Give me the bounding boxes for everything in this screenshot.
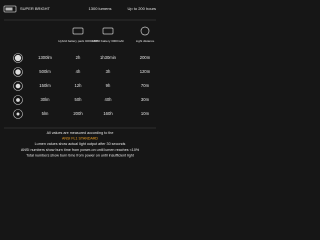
runtime: Up to 200 hours	[128, 6, 156, 11]
lumen-value: 5lm	[42, 111, 49, 116]
cell-value: 70m	[141, 83, 150, 88]
mode-level	[14, 54, 22, 62]
mode-level	[16, 112, 20, 116]
cell-value: 160h	[103, 111, 113, 116]
battery-level	[5, 7, 13, 11]
lumen-value: 500lm	[39, 69, 51, 74]
infographic: SUPER BRIGHT 1300 lumens Up to 200 hours…	[0, 0, 160, 160]
column-header: 18650 battery 3000mAh	[92, 39, 124, 43]
cell-value: 12h	[75, 83, 83, 88]
battery-icon	[3, 5, 17, 13]
mode-icon	[13, 53, 23, 63]
cell-value: 2h	[76, 55, 81, 60]
mode-icon	[13, 109, 23, 119]
cell-value: 200h	[73, 111, 83, 116]
mode-level	[15, 69, 21, 75]
output: 1300 lumens	[89, 6, 112, 11]
lumen-value: 30lm	[40, 97, 50, 102]
cell-value: 120m	[140, 69, 151, 74]
cell-icon	[102, 27, 114, 35]
distance-icon	[140, 26, 150, 36]
footnote: ANSI FL1 STANDARD	[62, 137, 98, 141]
cell-value: 9h	[106, 83, 111, 88]
page: SUPER BRIGHT 1300 lumens Up to 200 hours…	[0, 0, 160, 160]
lumen-value: 150lm	[39, 83, 51, 88]
cell-value: 3h	[106, 69, 111, 74]
footnote: All values are measured according to the	[47, 131, 114, 135]
background	[0, 0, 160, 160]
footnote: Lumen values show actual light output af…	[35, 142, 126, 146]
cell-value: 10m	[141, 111, 150, 116]
mode-icon	[13, 67, 23, 77]
cell-value: 4h	[76, 69, 81, 74]
mode-level	[15, 83, 21, 89]
mode-icon	[13, 81, 23, 91]
column-header: Hybrid battery pack 4000mAh	[58, 39, 98, 43]
mode-level	[16, 98, 20, 102]
footnote: ANSI numbers show burn time from power-o…	[21, 148, 140, 152]
cell-value: 40h	[105, 97, 113, 102]
pack-icon	[72, 27, 84, 35]
cell-value: 200m	[140, 55, 151, 60]
cell-value: 50h	[75, 97, 83, 102]
cell-value: 30m	[141, 97, 150, 102]
brand: SUPER BRIGHT	[20, 6, 51, 11]
cell-value: 1h30min	[100, 55, 117, 60]
column-header: Light distance	[136, 39, 155, 43]
mode-icon	[13, 95, 23, 105]
lumen-value: 1300lm	[38, 55, 52, 60]
footnote: Total numbers show burn time from power …	[26, 153, 134, 157]
